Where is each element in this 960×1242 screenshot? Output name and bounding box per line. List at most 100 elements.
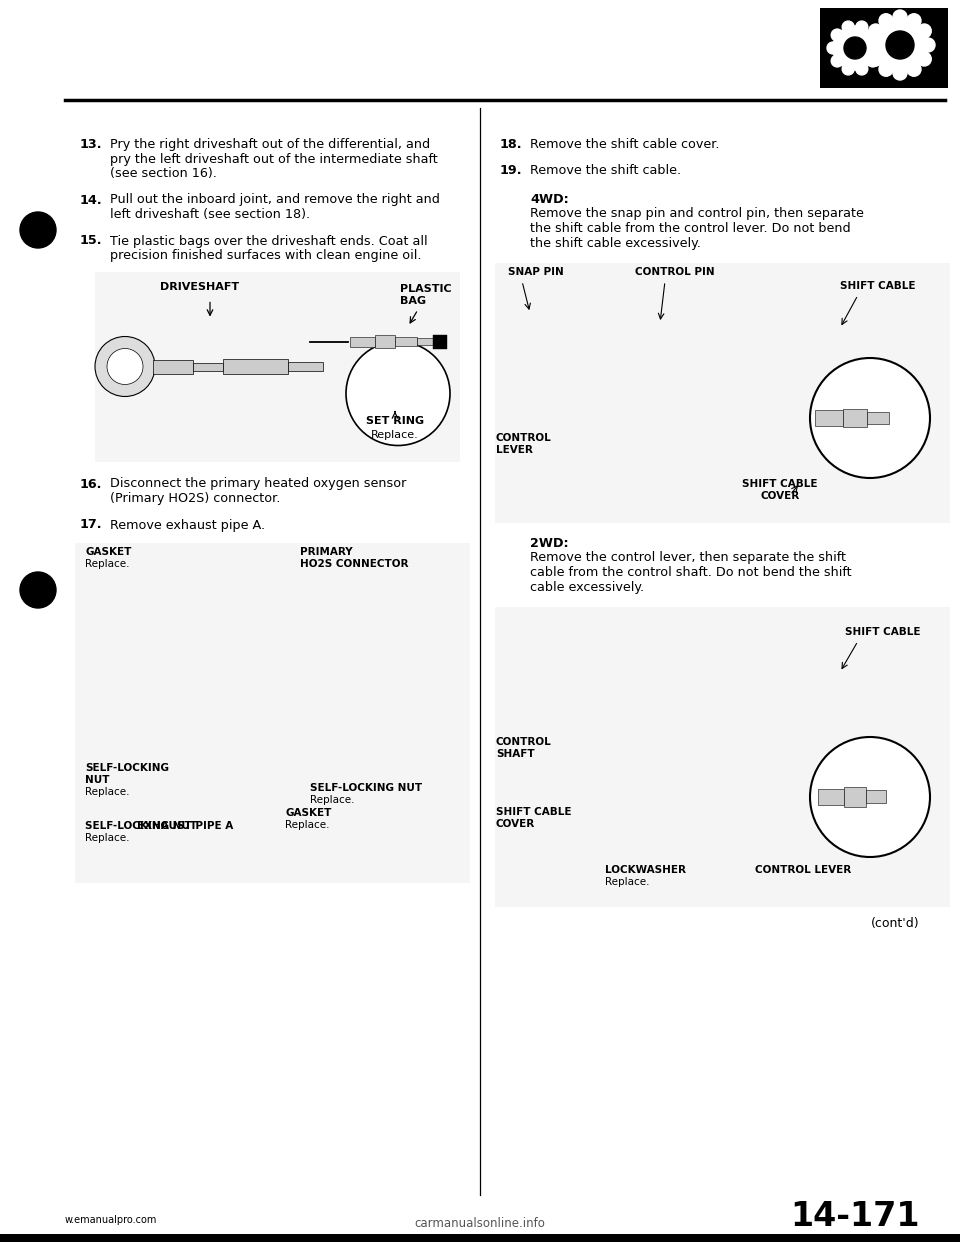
- Text: PLASTIC: PLASTIC: [400, 283, 451, 293]
- Text: the shift cable from the control lever. Do not bend: the shift cable from the control lever. …: [530, 222, 851, 235]
- Bar: [844, 787, 866, 807]
- Circle shape: [810, 737, 930, 857]
- Bar: [288, 361, 323, 370]
- Circle shape: [907, 14, 921, 27]
- Bar: [193, 363, 223, 370]
- Text: (see section 16).: (see section 16).: [110, 166, 217, 180]
- Circle shape: [907, 62, 921, 76]
- Text: Remove the snap pin and control pin, then separate: Remove the snap pin and control pin, the…: [530, 207, 864, 221]
- Text: Replace.: Replace.: [310, 795, 354, 805]
- Text: SET RING: SET RING: [366, 416, 424, 426]
- Circle shape: [20, 212, 56, 248]
- Text: cable excessively.: cable excessively.: [530, 580, 644, 594]
- Text: (Primary HO2S) connector.: (Primary HO2S) connector.: [110, 492, 280, 505]
- Circle shape: [107, 349, 143, 385]
- Text: Replace.: Replace.: [85, 787, 130, 797]
- Circle shape: [831, 55, 843, 67]
- Circle shape: [855, 21, 868, 34]
- Text: CONTROL: CONTROL: [496, 433, 552, 443]
- Text: COVER: COVER: [760, 491, 800, 501]
- Text: Replace.: Replace.: [285, 820, 329, 830]
- Bar: [417, 338, 433, 344]
- Bar: [495, 263, 950, 523]
- Circle shape: [831, 29, 843, 41]
- Text: SHIFT CABLE: SHIFT CABLE: [840, 281, 916, 291]
- Circle shape: [865, 39, 879, 52]
- Text: 14-171: 14-171: [790, 1200, 920, 1233]
- Circle shape: [844, 37, 866, 60]
- Text: Disconnect the primary heated oxygen sensor: Disconnect the primary heated oxygen sen…: [110, 477, 406, 491]
- Text: pry the left driveshaft out of the intermediate shaft: pry the left driveshaft out of the inter…: [110, 153, 438, 165]
- Text: SELF-LOCKING NUT: SELF-LOCKING NUT: [85, 821, 197, 831]
- Circle shape: [810, 358, 930, 478]
- Text: Remove the shift cable cover.: Remove the shift cable cover.: [530, 138, 719, 152]
- Bar: [95, 272, 460, 462]
- Text: carmanualsonline.info: carmanualsonline.info: [415, 1217, 545, 1230]
- Text: 18.: 18.: [500, 138, 522, 152]
- Text: CONTROL LEVER: CONTROL LEVER: [755, 864, 852, 876]
- Text: w.emanualpro.com: w.emanualpro.com: [65, 1215, 157, 1225]
- Circle shape: [20, 573, 56, 609]
- Circle shape: [871, 42, 883, 53]
- Text: cable from the control shaft. Do not bend the shift: cable from the control shaft. Do not ben…: [530, 566, 852, 579]
- Text: Replace.: Replace.: [85, 833, 130, 843]
- Text: COVER: COVER: [496, 818, 536, 828]
- Bar: [350, 337, 375, 347]
- Circle shape: [921, 39, 935, 52]
- Text: 4WD:: 4WD:: [530, 193, 568, 206]
- Text: SELF-LOCKING: SELF-LOCKING: [85, 763, 169, 773]
- Circle shape: [346, 342, 450, 446]
- Text: 19.: 19.: [500, 164, 522, 178]
- Circle shape: [869, 52, 883, 66]
- Circle shape: [855, 63, 868, 75]
- Circle shape: [893, 66, 907, 79]
- Text: BAG: BAG: [400, 296, 426, 306]
- Text: Replace.: Replace.: [605, 877, 650, 887]
- Text: (cont'd): (cont'd): [872, 917, 920, 930]
- Circle shape: [917, 52, 931, 66]
- Text: HO2S CONNECTOR: HO2S CONNECTOR: [300, 559, 409, 569]
- Circle shape: [893, 10, 907, 24]
- Bar: [818, 789, 844, 805]
- Text: Remove the shift cable.: Remove the shift cable.: [530, 164, 682, 178]
- Circle shape: [842, 63, 854, 75]
- Text: 14.: 14.: [80, 194, 103, 206]
- Text: SNAP PIN: SNAP PIN: [508, 267, 564, 277]
- Bar: [395, 337, 417, 345]
- Circle shape: [879, 62, 893, 76]
- Bar: [843, 409, 867, 427]
- Bar: [815, 410, 843, 426]
- Text: CONTROL PIN: CONTROL PIN: [635, 267, 714, 277]
- Bar: [820, 7, 948, 88]
- Bar: [223, 359, 288, 374]
- Text: 15.: 15.: [80, 235, 103, 247]
- Text: GASKET: GASKET: [85, 546, 132, 556]
- Text: DRIVESHAFT: DRIVESHAFT: [160, 282, 240, 292]
- Circle shape: [879, 14, 893, 27]
- Circle shape: [867, 29, 878, 41]
- Text: EXHAUST PIPE A: EXHAUST PIPE A: [137, 821, 233, 831]
- Text: Remove exhaust pipe A.: Remove exhaust pipe A.: [110, 518, 265, 532]
- Text: LEVER: LEVER: [496, 445, 533, 455]
- Text: 13.: 13.: [80, 138, 103, 152]
- Text: left driveshaft (see section 18).: left driveshaft (see section 18).: [110, 207, 310, 221]
- Text: Replace.: Replace.: [85, 559, 130, 569]
- Text: 2WD:: 2WD:: [530, 537, 568, 550]
- Circle shape: [867, 55, 878, 67]
- Text: precision finished surfaces with clean engine oil.: precision finished surfaces with clean e…: [110, 248, 421, 262]
- Text: SHIFT CABLE: SHIFT CABLE: [742, 479, 818, 489]
- Circle shape: [95, 337, 155, 396]
- Text: LOCKWASHER: LOCKWASHER: [605, 864, 686, 876]
- Circle shape: [917, 24, 931, 39]
- Bar: [866, 790, 886, 804]
- Text: Replace.: Replace.: [372, 430, 419, 440]
- Text: Pry the right driveshaft out of the differential, and: Pry the right driveshaft out of the diff…: [110, 138, 430, 152]
- Circle shape: [869, 24, 883, 39]
- Bar: [433, 334, 447, 349]
- Bar: [0, 1235, 960, 1242]
- Circle shape: [886, 31, 914, 60]
- Circle shape: [827, 42, 839, 53]
- Bar: [75, 543, 470, 883]
- Text: the shift cable excessively.: the shift cable excessively.: [530, 236, 701, 250]
- Bar: [867, 412, 889, 424]
